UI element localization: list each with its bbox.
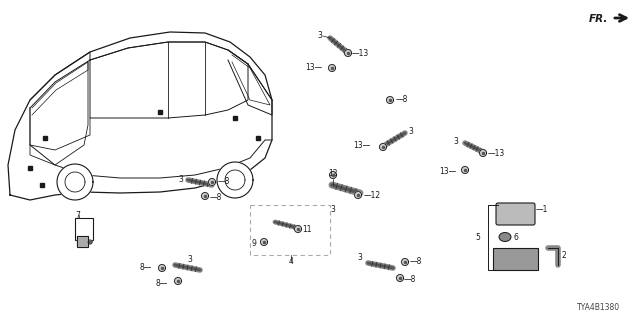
Polygon shape bbox=[344, 50, 351, 57]
Text: —1: —1 bbox=[536, 205, 548, 214]
Text: —13: —13 bbox=[352, 50, 369, 59]
Polygon shape bbox=[217, 162, 253, 198]
Polygon shape bbox=[380, 143, 387, 150]
Polygon shape bbox=[401, 259, 408, 266]
Text: TYA4B1380: TYA4B1380 bbox=[577, 303, 620, 312]
Text: FR.: FR. bbox=[589, 14, 608, 24]
Polygon shape bbox=[57, 164, 93, 200]
Polygon shape bbox=[479, 149, 486, 156]
Text: —8: —8 bbox=[210, 194, 222, 203]
Text: —12: —12 bbox=[364, 191, 381, 201]
Text: 3: 3 bbox=[188, 255, 193, 265]
Polygon shape bbox=[260, 238, 268, 245]
Text: 3: 3 bbox=[408, 127, 413, 137]
Polygon shape bbox=[397, 275, 403, 282]
Text: 10: 10 bbox=[75, 237, 84, 246]
Polygon shape bbox=[387, 97, 394, 103]
Polygon shape bbox=[328, 65, 335, 71]
Text: —8: —8 bbox=[218, 177, 230, 186]
Text: 6: 6 bbox=[514, 234, 519, 243]
Polygon shape bbox=[294, 226, 301, 233]
FancyBboxPatch shape bbox=[250, 205, 330, 255]
Polygon shape bbox=[355, 191, 362, 198]
Polygon shape bbox=[209, 179, 216, 186]
Polygon shape bbox=[8, 32, 272, 200]
Text: 3: 3 bbox=[178, 174, 183, 183]
Text: 3: 3 bbox=[453, 137, 458, 146]
Text: 8—: 8— bbox=[156, 278, 168, 287]
Text: 13—: 13— bbox=[353, 141, 370, 150]
Text: 9: 9 bbox=[251, 238, 256, 247]
Ellipse shape bbox=[499, 233, 511, 242]
Polygon shape bbox=[330, 172, 337, 179]
Text: 13—: 13— bbox=[305, 63, 322, 73]
Text: 7: 7 bbox=[75, 212, 80, 220]
Polygon shape bbox=[461, 166, 468, 173]
Text: —8: —8 bbox=[396, 95, 408, 105]
Text: 13—: 13— bbox=[439, 166, 456, 175]
Text: —8: —8 bbox=[410, 257, 422, 266]
Text: 2: 2 bbox=[562, 252, 567, 260]
Polygon shape bbox=[175, 277, 182, 284]
Text: 3: 3 bbox=[331, 205, 335, 214]
Polygon shape bbox=[88, 240, 92, 244]
Text: 12: 12 bbox=[328, 169, 338, 178]
Text: 3: 3 bbox=[357, 253, 362, 262]
Text: 4: 4 bbox=[289, 258, 293, 267]
Bar bbox=[75, 218, 93, 240]
Text: —8: —8 bbox=[404, 276, 417, 284]
Polygon shape bbox=[159, 265, 166, 271]
Text: 3: 3 bbox=[317, 31, 322, 41]
Text: —13: —13 bbox=[488, 148, 505, 157]
FancyBboxPatch shape bbox=[496, 203, 535, 225]
Polygon shape bbox=[202, 193, 209, 199]
Polygon shape bbox=[77, 236, 88, 247]
FancyBboxPatch shape bbox=[493, 248, 538, 270]
Text: 8—: 8— bbox=[140, 262, 152, 271]
Text: 11: 11 bbox=[302, 225, 312, 234]
Text: 5: 5 bbox=[475, 234, 480, 243]
